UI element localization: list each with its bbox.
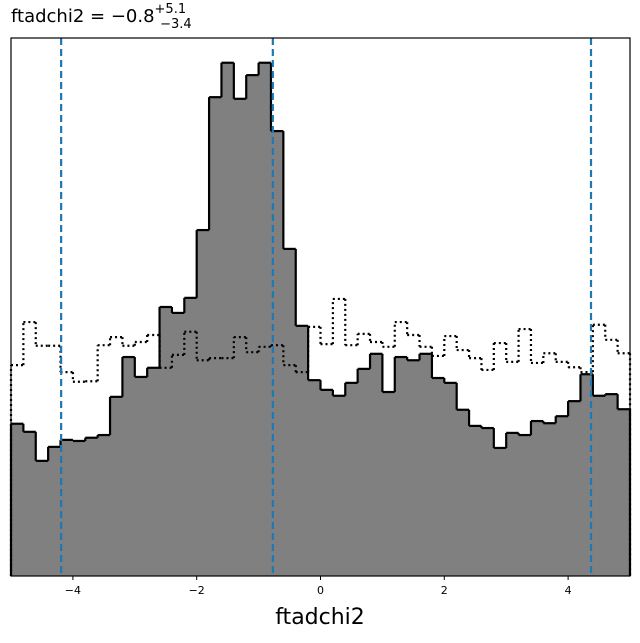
hist-bar (147, 367, 160, 576)
hist-bar (555, 416, 569, 576)
hist-bar (283, 248, 297, 576)
hist-bar (11, 423, 24, 576)
hist-bar (568, 401, 581, 576)
hist-bar (72, 440, 86, 576)
hist-bar (48, 446, 61, 576)
hist-bar (444, 382, 458, 576)
hist-bar (122, 357, 136, 576)
hist-bar (258, 62, 272, 577)
hist-bar (320, 389, 334, 576)
hist-bar (469, 425, 482, 576)
hist-bar (270, 131, 284, 576)
hist-bar (419, 353, 433, 576)
x-tick-label: −4 (65, 584, 81, 597)
hist-bar (196, 230, 210, 577)
hist-bar (134, 376, 148, 576)
hist-bar (407, 360, 420, 576)
hist-bar (221, 62, 235, 577)
hist-bar (605, 394, 619, 576)
hist-bar (246, 75, 259, 576)
hist-bar (530, 421, 544, 576)
hist-bar (332, 395, 346, 576)
hist-bar (370, 353, 383, 576)
title-main: ftadchi2 = −0.8 (11, 6, 155, 27)
hist-bar (382, 392, 396, 576)
hist-bar (493, 447, 507, 576)
x-tick-label: 0 (317, 584, 324, 597)
hist-bar (456, 409, 470, 576)
x-axis-label: ftadchi2 (275, 605, 365, 630)
hist-bar (506, 432, 519, 576)
hist-bar (308, 380, 321, 576)
title-upper: +5.1 (155, 2, 187, 17)
hist-bar (518, 435, 532, 576)
hist-bar (184, 297, 198, 576)
x-tick-label: −2 (189, 584, 205, 597)
hist-bar (394, 357, 408, 576)
hist-bar (97, 435, 111, 576)
hist-bar (295, 325, 309, 576)
hist-bar (85, 437, 99, 576)
hist-bar (543, 423, 557, 576)
hist-bar (159, 307, 173, 576)
x-tick-label: 4 (565, 584, 572, 597)
hist-bar (357, 368, 371, 576)
hist-bar (110, 396, 123, 576)
hist-bar (481, 428, 495, 576)
hist-bar (617, 409, 631, 576)
hist-bar (35, 460, 49, 576)
hist-bar (23, 431, 37, 576)
title-lower: −3.4 (160, 17, 192, 32)
x-tick-label: 2 (441, 584, 448, 597)
hist-bar (171, 312, 185, 576)
hist-bar (592, 395, 606, 576)
chart-title: ftadchi2 = −0.8+5.1 −3.4 (11, 2, 192, 32)
hist-bar (209, 97, 222, 577)
hist-bar (431, 378, 445, 576)
hist-bar (345, 382, 359, 576)
hist-bar (60, 439, 74, 576)
